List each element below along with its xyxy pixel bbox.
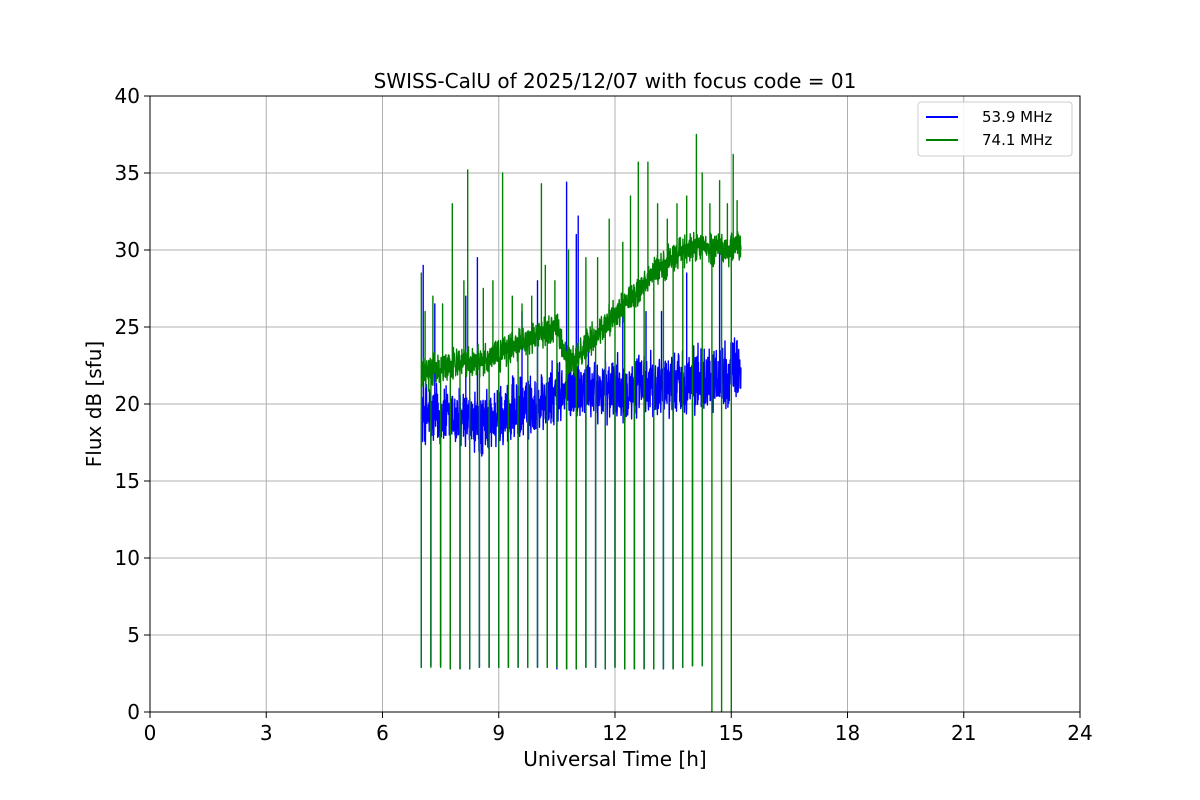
y-tick-label: 20 [115, 392, 140, 416]
y-tick-label: 35 [115, 161, 140, 185]
chart-title: SWISS-CalU of 2025/12/07 with focus code… [374, 69, 857, 93]
x-tick-label: 3 [260, 721, 273, 745]
y-tick-label: 25 [115, 315, 140, 339]
y-tick-label: 40 [115, 84, 140, 108]
series-layer [420, 133, 742, 712]
x-tick-label: 12 [602, 721, 627, 745]
y-tick-label: 15 [115, 469, 140, 493]
y-tick-label: 5 [127, 623, 140, 647]
legend-box [917, 101, 1073, 157]
y-tick-label: 30 [115, 238, 140, 262]
legend-label-74-1: 74.1 MHz [982, 131, 1052, 149]
ticks [144, 95, 1081, 718]
legend: 53.9 MHz 74.1 MHz [917, 101, 1073, 157]
x-tick-label: 21 [951, 721, 976, 745]
y-tick-label: 10 [115, 546, 140, 570]
x-tick-label: 0 [144, 721, 157, 745]
x-tick-label: 6 [376, 721, 389, 745]
y-tick-label: 0 [127, 700, 140, 724]
x-tick-label: 9 [492, 721, 505, 745]
legend-label-53-9: 53.9 MHz [982, 108, 1052, 126]
x-axis-label: Universal Time [h] [523, 747, 706, 771]
y-axis-label: Flux dB [sfu] [82, 341, 106, 467]
series-line-0 [420, 181, 742, 670]
tick-labels: 0 3 6 9 12 15 18 21 24 0 5 10 15 20 25 30 35 40 [115, 84, 1093, 745]
series-line-1 [420, 133, 742, 712]
x-tick-label: 18 [835, 721, 860, 745]
x-tick-label: 24 [1067, 721, 1092, 745]
x-tick-label: 15 [719, 721, 744, 745]
